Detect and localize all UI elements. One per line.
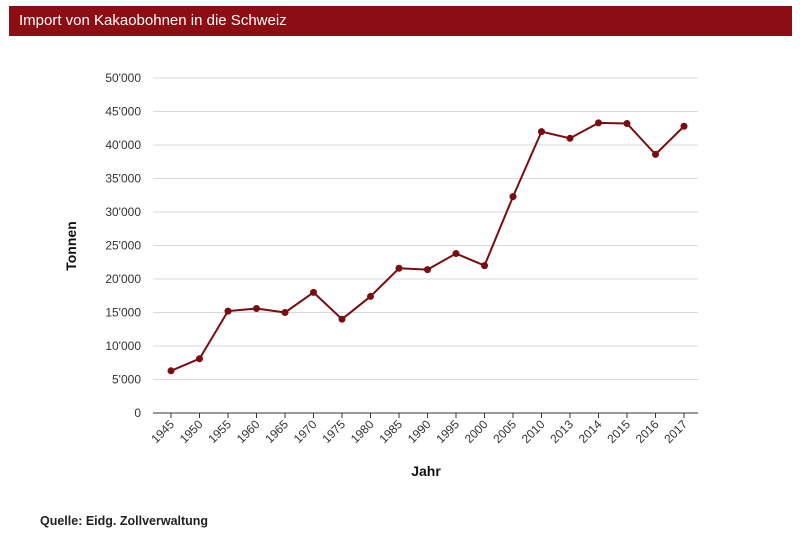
x-tick-label: 2010 [519,417,548,446]
y-tick-label: 15'000 [105,306,141,320]
x-tick-label: 1955 [205,417,234,446]
x-tick-label: 1965 [262,417,291,446]
source-note: Quelle: Eidg. Zollverwaltung [40,514,209,528]
series-line [170,121,685,372]
data-point [538,128,545,136]
x-tick-label: 1985 [376,417,405,446]
y-tick-label: 0 [134,406,141,420]
data-point [167,367,175,375]
x-tick-label: 2013 [547,417,576,446]
data-point [367,292,374,300]
x-tick-label: 1995 [433,417,462,446]
x-tick-label: 1970 [291,417,320,446]
data-point [224,307,232,315]
y-tick-label: 35'000 [105,172,141,186]
x-tick-label: 2016 [633,417,662,446]
data-point [253,304,260,312]
data-point [595,119,602,127]
data-point [623,120,631,128]
data-point [566,134,574,142]
chart-title-bar: Import von Kakaobohnen in die Schweiz [9,6,792,36]
x-tick-label: 1960 [234,417,263,446]
x-tick-label: 2000 [462,417,491,446]
data-point [196,355,203,363]
y-tick-label: 20'000 [105,272,141,286]
data-point [395,264,403,272]
y-tick-label: 40'000 [105,138,141,152]
x-tick-label: 1945 [148,417,177,446]
x-tick-label: 1975 [319,417,348,446]
x-tick-label: 2005 [490,417,519,446]
x-tick-label: 2017 [661,417,690,446]
y-tick-label: 10'000 [105,339,141,353]
x-axis-ticks: 1945 1950 1955 1960 1965 1970 1975 1980 1985 1990… [148,413,690,446]
y-axis-title: Tonnen [63,221,79,271]
x-tick-label: 2014 [576,417,605,446]
grid-lines [153,77,698,380]
data-point [680,122,688,130]
data-point [652,150,659,158]
data-point [452,250,460,258]
y-tick-label: 30'000 [105,205,141,219]
y-tick-label: 50'000 [105,71,141,85]
data-point [509,193,517,201]
y-tick-label: 45'000 [105,105,141,119]
x-tick-label: 1980 [348,417,377,446]
x-tick-label: 1990 [405,417,434,446]
x-tick-label: 1950 [177,417,206,446]
y-axis-ticks: 0 5'000 10'000 15'000 20'000 25'000 30'000 35'0… [105,71,141,420]
x-tick-label: 2015 [604,417,633,446]
series [167,119,688,375]
data-point [281,309,289,316]
y-tick-label: 25'000 [105,239,141,253]
x-axis-title: Jahr [411,463,441,479]
data-point [310,288,317,296]
y-tick-label: 5'000 [112,373,141,387]
data-point [424,266,431,274]
data-point [338,315,346,323]
data-point [481,262,488,270]
